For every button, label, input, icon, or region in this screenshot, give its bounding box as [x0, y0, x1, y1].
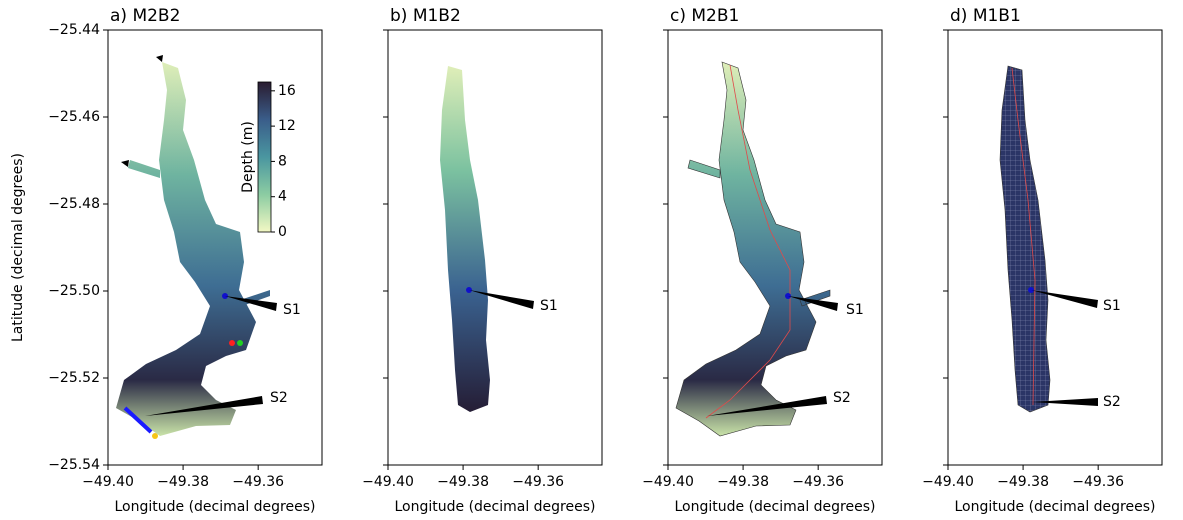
annotation: S1	[540, 298, 558, 314]
colorbar-tick-label: 12	[278, 118, 296, 134]
axes-frame	[667, 29, 883, 466]
annotation: S1	[1103, 298, 1121, 314]
station	[229, 340, 235, 346]
x-tick-label: −49.40	[642, 474, 694, 490]
wedge	[1032, 398, 1098, 406]
colorbar	[257, 81, 272, 233]
x-tick-label: −49.36	[512, 474, 564, 490]
panel-title: a) M2B2	[110, 6, 180, 26]
y-axis-label: Latitude (decimal degrees)	[10, 153, 26, 342]
reservoir-m1	[440, 66, 490, 412]
wedge	[469, 290, 534, 309]
centerline	[1011, 67, 1036, 406]
wedge	[1031, 290, 1098, 308]
x-axis-label: Longitude (decimal degrees)	[674, 499, 875, 515]
x-tick-label: −49.38	[157, 474, 209, 490]
reservoir-m2-mesh	[675, 61, 831, 437]
axes-frame	[107, 29, 323, 466]
y-tick-label: −25.48	[48, 196, 100, 212]
reservoir-shapes	[116, 55, 1051, 439]
colorbar-tick-label: 4	[278, 189, 287, 205]
axes-frame	[387, 29, 603, 466]
y-tick-label: −25.50	[48, 283, 100, 299]
boundary-line	[123, 406, 153, 434]
x-tick-label: −49.38	[717, 474, 769, 490]
annotation-wedges	[145, 290, 1098, 416]
axes-frame	[947, 29, 1163, 466]
colorbar-tick-label: 0	[278, 224, 287, 240]
y-tick-label: −25.46	[48, 109, 100, 125]
x-tick-label: −49.40	[922, 474, 974, 490]
centerline	[705, 64, 791, 419]
annotation: S2	[1103, 394, 1121, 410]
colorbar-label: Depth (m)	[240, 121, 256, 193]
panel-title: b) M1B2	[390, 6, 461, 26]
wedge	[225, 296, 277, 311]
x-axis-label: Longitude (decimal degrees)	[114, 499, 315, 515]
annotation: S1	[283, 302, 301, 318]
x-tick-label: −49.40	[362, 474, 414, 490]
wedge	[707, 396, 827, 416]
colorbar-tick-label: 16	[278, 83, 296, 99]
panel-title: d) M1B1	[950, 6, 1021, 26]
annotation: S2	[270, 390, 288, 406]
panel-title: c) M2B1	[670, 6, 739, 26]
x-axis-label: Longitude (decimal degrees)	[954, 499, 1155, 515]
colorbar-tick-label: 8	[278, 153, 287, 169]
x-tick-label: −49.36	[1072, 474, 1124, 490]
wedge	[145, 396, 263, 416]
y-tick-label: −25.52	[48, 370, 100, 386]
annotation: S2	[833, 390, 851, 406]
wedge	[788, 296, 838, 311]
annotation: S1	[846, 302, 864, 318]
station	[152, 433, 158, 439]
y-tick-label: −25.44	[48, 22, 100, 38]
station	[237, 340, 243, 346]
x-tick-label: −49.38	[997, 474, 1049, 490]
x-tick-label: −49.36	[232, 474, 284, 490]
reservoir-m2	[116, 62, 270, 436]
x-axis-label: Longitude (decimal degrees)	[394, 499, 595, 515]
boundary-marker	[121, 55, 163, 167]
x-tick-label: −49.36	[792, 474, 844, 490]
reservoir-m1-mesh	[999, 65, 1051, 413]
x-tick-label: −49.38	[437, 474, 489, 490]
x-tick-label: −49.40	[82, 474, 134, 490]
y-tick-label: −25.54	[48, 457, 100, 473]
